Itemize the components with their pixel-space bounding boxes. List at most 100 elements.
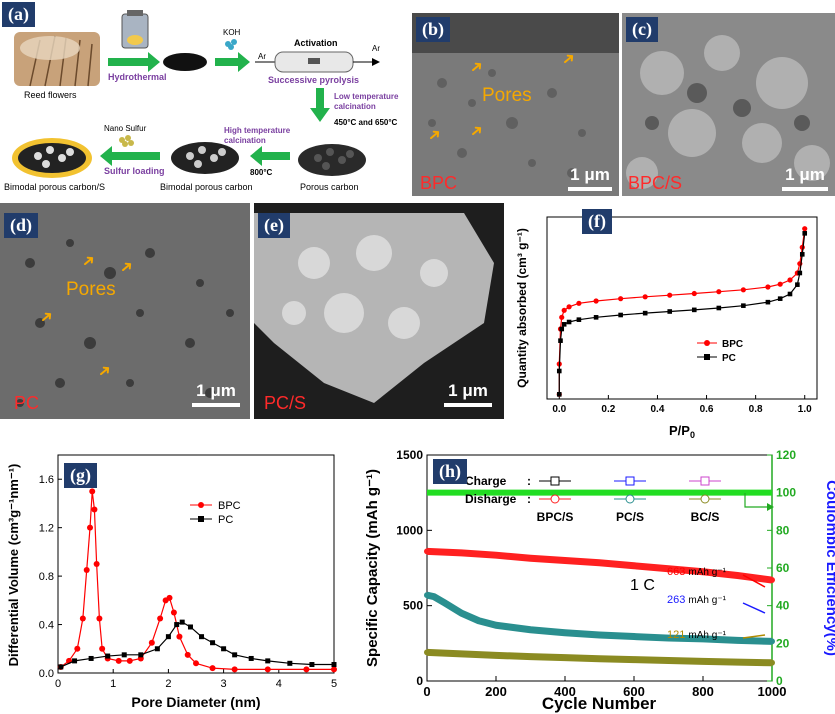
chart-h-annotation-unit: mAh g⁻¹ xyxy=(688,630,726,641)
panel-b-sample-label: BPC xyxy=(420,173,458,193)
chart-g-point-bpc xyxy=(93,561,100,567)
chart-h-annotation: 663 mAh g⁻¹ xyxy=(667,566,727,578)
chart-g-point-pc xyxy=(138,652,144,658)
chart-f-point-bpc xyxy=(561,307,567,313)
panel-d-sample-label: PC xyxy=(14,393,40,413)
chart-h-ytick-label: 1000 xyxy=(396,523,423,537)
chart-f-point-pc xyxy=(667,309,673,314)
panel-d-tag: (d) xyxy=(4,213,38,238)
chart-g-point-bpc xyxy=(87,524,94,531)
chart-g-ytick-label: 1.6 xyxy=(39,474,54,486)
panel-e-scale-text: 1 μm xyxy=(448,381,488,400)
chart-f-point-bpc xyxy=(667,292,673,298)
chart-g-ytick-label: 0.0 xyxy=(39,668,54,680)
chart-h-point-bpc-s xyxy=(493,552,499,559)
chart-h-point-bc-s xyxy=(596,655,603,662)
chart-g-plot-frame xyxy=(57,454,335,674)
chart-h-point-pc-s xyxy=(493,622,499,629)
chart-h-annotation-arrow xyxy=(742,634,766,639)
chart-g-point-pc xyxy=(154,646,160,652)
chart-g-point-bpc xyxy=(83,567,90,574)
chart-f-point-pc xyxy=(802,231,808,236)
chart-f-xtick-label: 0.0 xyxy=(552,404,566,415)
chart-g-point-pc xyxy=(221,646,227,652)
chart-h-point-pc-s xyxy=(441,599,448,606)
chart-h-point-bpc-s xyxy=(665,565,672,572)
chart-f-point-pc xyxy=(559,326,565,332)
chart-g-xtick-label: 0 xyxy=(55,678,61,690)
ar-out-label: Ar xyxy=(372,44,380,53)
chart-h-point-bc-s xyxy=(424,649,430,656)
panel-c-sample-label: BPC/S xyxy=(628,173,683,193)
chart-h-point-pc-s xyxy=(527,626,534,633)
panel-h: Cycle Number Specific Capacity (mAh g⁻¹)… xyxy=(355,445,835,714)
chart-f-ylabel: Quantity absorbed (cm³ g⁻¹) xyxy=(515,228,529,388)
panel-b-scale-text: 1 μm xyxy=(570,165,610,184)
chart-f-line-bpc xyxy=(558,228,806,395)
chart-f-xtick-label: 0.6 xyxy=(700,404,714,415)
chart-h-point-bc-s xyxy=(458,650,465,657)
chart-h-legend-colon: : xyxy=(527,492,531,506)
chart-h-point-bpc-s xyxy=(424,548,430,555)
ar-in-label: Ar xyxy=(258,52,266,61)
nano-sulfur-icon xyxy=(119,135,134,147)
chart-f-legend-marker xyxy=(704,354,710,360)
chart-g-line-bpc xyxy=(60,491,334,670)
chart-f-point-pc xyxy=(797,270,803,276)
koh-label: KOH xyxy=(223,28,241,37)
chart-f-xtick-label: 1.0 xyxy=(798,404,812,415)
chart-g-point-pc xyxy=(309,662,315,668)
low-temp-values: 450°C and 650°C xyxy=(334,118,398,127)
chart-h-legend-colon: : xyxy=(527,474,531,488)
chart-f-point-bpc xyxy=(559,314,565,320)
chart-h-xtick-label: 600 xyxy=(623,684,645,699)
schematic xyxy=(12,10,380,178)
successive-label: Successive pyrolysis xyxy=(268,75,360,85)
chart-f-point-pc xyxy=(566,319,572,325)
chart-h-ytick-label: 0 xyxy=(416,674,423,688)
chart-g-legend-marker xyxy=(198,516,204,522)
panel-f-tag: (f) xyxy=(582,209,612,234)
chart-g-point-pc xyxy=(232,652,238,658)
chart-f-point-bpc xyxy=(576,300,582,306)
chart-h-point-pc-s xyxy=(631,633,637,640)
chart-g-xtick-label: 3 xyxy=(221,678,227,690)
chart-g-point-bpc xyxy=(170,609,177,616)
sem-image-b xyxy=(412,13,619,196)
panel-b-pores-label: Pores xyxy=(482,85,532,106)
chart-g-legend-label: PC xyxy=(218,514,233,526)
chart-h-point-bpc-s xyxy=(734,572,741,579)
bimodal-label: Bimodal porous carbon xyxy=(160,182,253,192)
chart-g-point-bpc xyxy=(303,666,310,673)
hydrothermal-label: Hydrothermal xyxy=(108,72,167,82)
chart-f-point-pc xyxy=(795,282,800,287)
chart-g-line-pc xyxy=(60,621,334,668)
chart-h-point-pc-s xyxy=(424,592,430,599)
chart-h-point-bpc-s xyxy=(596,559,603,566)
chart-h-point-bc-s xyxy=(631,656,637,663)
chart-g-point-pc xyxy=(174,622,180,628)
high-temp-value: 800°C xyxy=(250,168,273,177)
chart-g-xtick-label: 4 xyxy=(276,678,282,690)
panel-g: Pore Diameter (nm) Differential Volume (… xyxy=(0,445,345,714)
chart-h-xtick-label: 1000 xyxy=(758,684,787,699)
chart-g-point-bpc xyxy=(148,639,155,646)
chart-h-point-bpc-s xyxy=(631,562,637,569)
chart-h-point-pc-s xyxy=(769,638,775,645)
chart-h-point-bc-s xyxy=(493,652,499,659)
chart-g-legend-marker xyxy=(198,502,204,508)
chart-h-point-bpc-s xyxy=(458,549,465,556)
chart-f-xtick-label: 0.8 xyxy=(749,404,763,415)
panel-e-tag: (e) xyxy=(258,213,290,238)
arrow-koh xyxy=(215,52,250,72)
chart-h-annotation: 263 mAh g⁻¹ xyxy=(667,594,727,606)
panel-d-pores-label: Pores xyxy=(66,279,116,300)
chart-f-point-bpc xyxy=(593,298,599,304)
chart-g-xtick-label: 2 xyxy=(165,678,171,690)
bimodal-s-label: Bimodal porous carbon/S xyxy=(4,182,106,192)
chart-h-xtick-label: 400 xyxy=(554,684,576,699)
chart-h-point-pc-s xyxy=(700,635,706,642)
chart-f-point-pc xyxy=(556,392,562,397)
panel-c-scale-text: 1 μm xyxy=(785,165,825,184)
chart-h-annotation: 121 mAh g⁻¹ xyxy=(667,629,727,641)
